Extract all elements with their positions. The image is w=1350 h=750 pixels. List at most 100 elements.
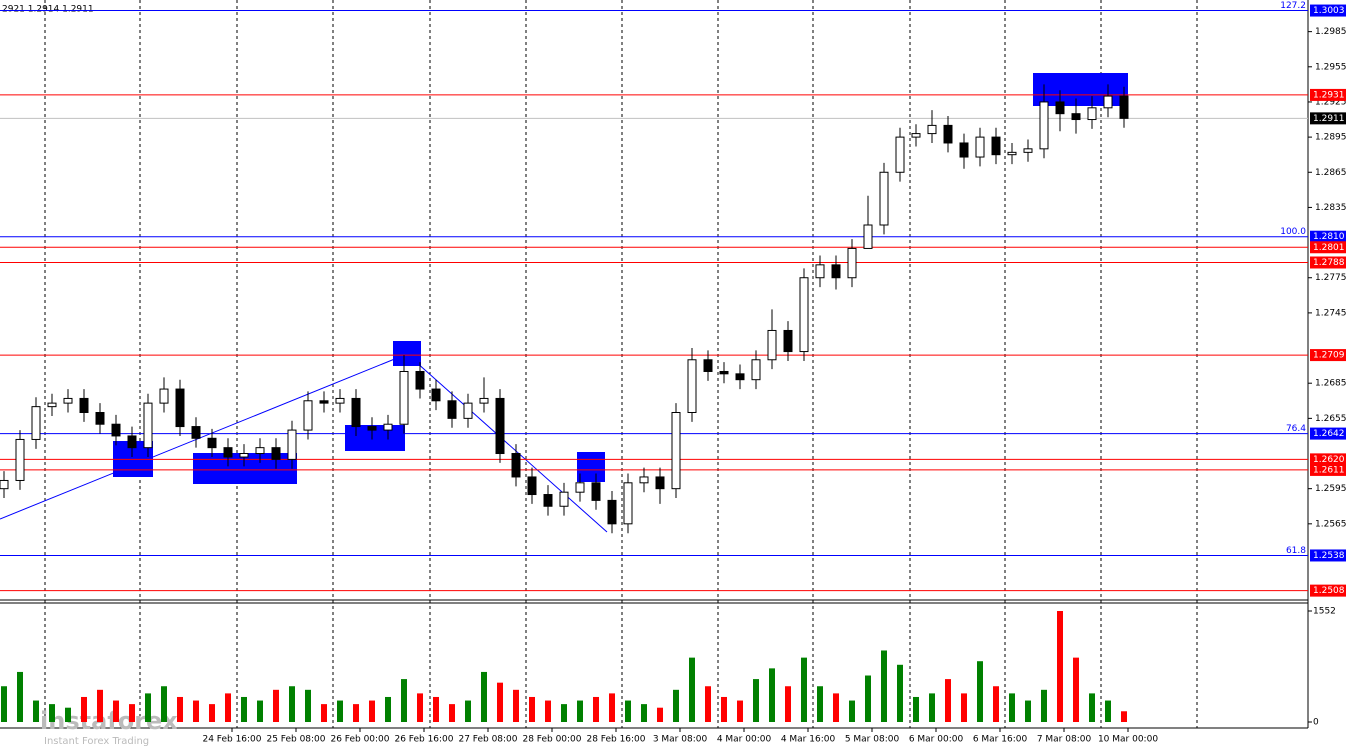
x-tick-label: 24 Feb 16:00 [202,735,261,745]
volume-bar [657,707,663,722]
grid [44,0,1198,728]
candle-body [47,402,57,408]
volume-bar [545,700,551,722]
candle-body [495,397,505,455]
volume-bar [65,707,71,722]
candle-body [31,406,41,440]
x-tick-label: 6 Mar 16:00 [973,735,1028,745]
watermark-tagline: Instant Forex Trading [44,736,149,747]
volume-bar [1105,700,1111,722]
volume-bar [305,689,311,722]
level-label: 1.2620 [1313,455,1345,465]
volume-tick-label: 0 [1313,718,1319,728]
level-label: 1.2810 [1313,232,1345,242]
y-tick-label: 1.2745 [1315,308,1347,318]
level-label: 1.2508 [1313,586,1345,596]
x-tick-label: 10 Mar 00:00 [1098,735,1158,745]
candle-body [671,412,681,490]
volume-bar [481,671,487,722]
volume-bar [721,696,727,722]
x-tick-label: 4 Mar 00:00 [717,735,772,745]
volume-bar [513,689,519,722]
level-label: 1.2611 [1313,465,1345,475]
volume-bar [929,693,935,722]
volume-bar [913,696,919,722]
candle-body [815,264,825,279]
volume-bar [881,650,887,722]
level-label: 1.2709 [1313,351,1345,361]
candle-body [447,400,457,419]
candle-body [367,426,377,431]
y-tick-label: 1.2685 [1315,379,1347,389]
candle-body [639,476,649,484]
candle-body [1119,95,1129,119]
volume-bar [273,689,279,722]
fib-label: 127.2 [1280,1,1306,11]
volume-bar [369,700,375,722]
level-label-bg [1310,241,1346,254]
candle-body [303,400,313,431]
volume-bar [113,700,119,722]
volume-bar [321,704,327,722]
y-tick-label: 1.2775 [1315,273,1347,283]
volume-bar [129,704,135,722]
volume-bar [529,696,535,722]
x-tick-label: 3 Mar 08:00 [653,735,708,745]
y-tick-label: 1.2835 [1315,203,1347,213]
volume-bar [257,700,263,722]
volume-bar [737,700,743,722]
volume-bar [433,696,439,722]
zone [193,453,297,484]
candle-body [591,482,601,501]
y-tick-label: 1.2655 [1315,414,1347,424]
volume-bar [945,679,951,722]
volume-bar [1089,693,1095,722]
candle-body [511,453,521,478]
fib-label: 61.8 [1286,546,1306,556]
candle-body [991,136,1001,156]
candle-body [895,136,905,173]
candle-body [223,447,233,458]
volume-bar [977,661,983,722]
candle-body [479,397,489,404]
level-label-bg [1310,453,1346,466]
volume-bar [449,704,455,722]
level-label-bg [1310,463,1346,476]
volume-bar [577,700,583,722]
candle-body [63,397,73,404]
candle-body [431,388,441,402]
volume-tick-label: 1552 [1313,607,1336,617]
candle-body [95,412,105,425]
level-label-bg [1310,349,1346,362]
x-tick-label: 5 Mar 08:00 [845,735,900,745]
candle-body [911,133,921,138]
volume-bar [1121,711,1127,722]
candle-body [143,402,153,449]
volume-bar [833,693,839,722]
candle-body [351,397,361,428]
level-label: 1.3003 [1313,6,1345,16]
volume-bar [81,696,87,722]
volume-bar [625,700,631,722]
volume-bar [401,679,407,722]
volume-bar [1009,693,1015,722]
volume-bar [1025,700,1031,722]
candle-body [0,479,9,490]
y-tick-label: 1.2895 [1315,133,1347,143]
candle-body [607,499,617,525]
volume-bar [593,696,599,722]
candle-body [255,447,265,455]
candle-body [687,359,697,413]
x-tick-label: 6 Mar 00:00 [909,735,964,745]
volume-bar [801,657,807,722]
x-tick-label: 25 Feb 08:00 [266,735,325,745]
volume-bar [193,700,199,722]
volume-bar [1,686,7,722]
candle-body [207,437,217,449]
candle-body [111,423,121,437]
level-label: 1.2931 [1313,90,1345,100]
candle-body [1023,148,1033,153]
volume-bar [865,675,871,722]
volume-bar [785,686,791,722]
